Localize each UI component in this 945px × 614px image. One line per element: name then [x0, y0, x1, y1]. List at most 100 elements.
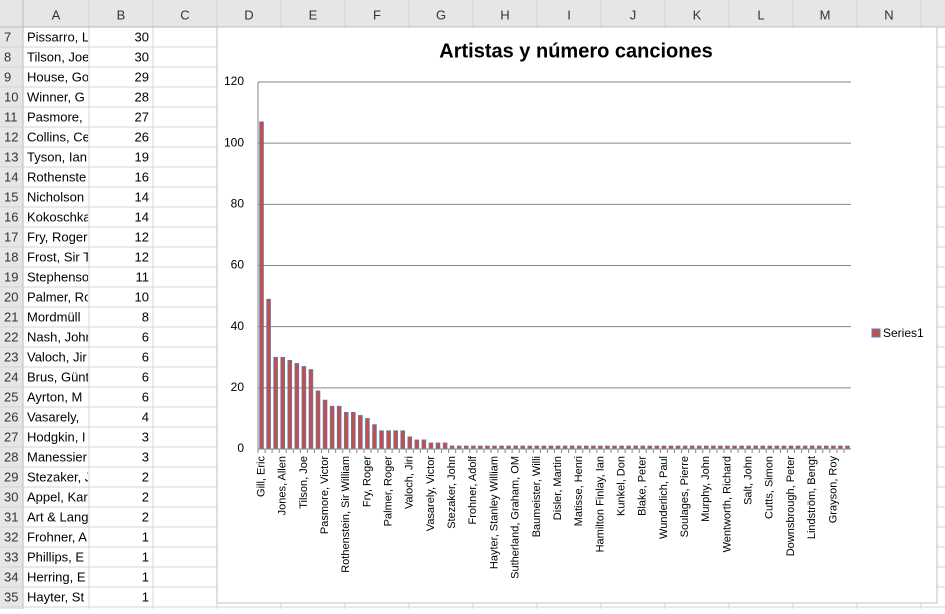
cell-value: 1: [142, 529, 149, 544]
row-header-bar: [0, 0, 23, 609]
bar: [365, 418, 370, 450]
row-header: 7: [4, 29, 11, 44]
row-header: 25: [4, 389, 18, 404]
column-header: D: [244, 7, 253, 22]
cell-value: 1: [142, 549, 149, 564]
x-tick-label: Gill, Eric: [255, 456, 267, 497]
legend-swatch: [871, 328, 881, 338]
cell-name: Pasmore,: [27, 109, 83, 124]
row-header: 29: [4, 469, 18, 484]
cell-name: Ayrton, M: [27, 389, 82, 404]
cell-name: Collins, Ce: [27, 129, 90, 144]
cell-name: Art & Lang: [27, 509, 88, 524]
bar: [428, 442, 434, 450]
cell-name: Palmer, Ro: [27, 289, 91, 304]
cell-value: 8: [142, 309, 149, 324]
row-header: 11: [4, 109, 18, 124]
column-header: M: [820, 7, 831, 22]
row-header: 32: [4, 529, 18, 544]
column-header: N: [884, 7, 893, 22]
cell-name: Brus, Günt: [27, 369, 90, 384]
cell-value: 30: [135, 49, 149, 64]
bar: [400, 430, 405, 450]
cell-name: House, Go: [27, 69, 89, 84]
bar: [407, 436, 413, 450]
bar: [273, 356, 278, 450]
x-tick-label: Stezaker, John: [446, 456, 458, 529]
cell-value: 16: [135, 169, 149, 184]
x-tick-label: Sutherland, Graham, OM: [510, 456, 522, 579]
x-tick-label: Fry, Roger: [361, 456, 373, 507]
cell-name: Frohner, A: [27, 529, 87, 544]
column-header: C: [180, 7, 189, 22]
row-header: 30: [4, 489, 18, 504]
cell-name: Pissarro, L: [27, 29, 89, 44]
cell-name: Appel, Kar: [27, 489, 88, 504]
bar: [442, 442, 448, 450]
row-header: 27: [4, 429, 18, 444]
y-tick-label: 0: [237, 441, 244, 455]
cell-name: Herring, E: [27, 569, 86, 584]
x-tick-label: Disler, Martin: [552, 456, 564, 520]
x-tick-label: Hamilton Finlay, Ian: [594, 456, 606, 552]
cell-value: 14: [135, 189, 149, 204]
bar: [322, 399, 328, 450]
row-header: 21: [4, 309, 18, 324]
x-tick-label: Palmer, Roger: [383, 456, 395, 527]
column-header: J: [630, 7, 637, 22]
x-tick-label: Soulages, Pierre: [679, 456, 691, 537]
bar: [329, 405, 335, 450]
x-tick-label: Lindström, Bengt: [806, 456, 818, 539]
y-tick-label: 60: [231, 258, 245, 272]
row-header: 20: [4, 289, 18, 304]
bar: [336, 405, 342, 450]
cell-name: Frost, Sir T: [27, 249, 91, 264]
x-tick-label: Wunderlich, Paul: [658, 456, 670, 539]
x-tick-label: Murphy, John: [700, 456, 712, 522]
cell-value: 12: [135, 229, 149, 244]
cell-value: 1: [142, 569, 149, 584]
row-header: 17: [4, 229, 18, 244]
column-header: I: [567, 7, 571, 22]
y-tick-label: 80: [231, 197, 245, 211]
row-header: 13: [4, 149, 18, 164]
cell-name: Valoch, Jir: [27, 349, 87, 364]
row-header: 31: [4, 509, 18, 524]
legend-label: Series1: [883, 326, 924, 340]
cell-value: 26: [135, 129, 149, 144]
bar: [259, 121, 264, 450]
x-tick-label: Kunkel, Don: [615, 456, 627, 516]
bar: [287, 360, 293, 450]
x-tick-label: Wentworth, Richard: [721, 456, 733, 552]
bar: [294, 363, 300, 450]
cell-value: 6: [142, 389, 149, 404]
cell-name: Stezaker, J: [27, 469, 91, 484]
bar: [315, 390, 321, 450]
column-header: H: [500, 7, 509, 22]
cell-value: 2: [142, 469, 149, 484]
cell-value: 4: [142, 409, 149, 424]
column-header: L: [757, 7, 764, 22]
y-tick-label: 120: [224, 74, 244, 88]
cell-value: 3: [142, 429, 149, 444]
x-tick-label: Grayson, Roy: [827, 456, 839, 524]
bar: [280, 356, 285, 450]
y-tick-label: 20: [231, 380, 245, 394]
x-tick-label: Jones, Allen: [277, 456, 289, 515]
x-tick-label: Salt, John: [743, 456, 755, 505]
x-tick-label: Rothenstein, Sir William: [340, 456, 352, 573]
cell-name: Tilson, Joe: [27, 49, 89, 64]
cell-name: Vasarely,: [27, 409, 79, 424]
cell-value: 6: [142, 329, 149, 344]
column-header: G: [436, 7, 446, 22]
x-tick-label: Tilson, Joe: [298, 456, 310, 509]
bar: [308, 369, 314, 450]
cell-value: 10: [135, 289, 149, 304]
x-tick-label: Matisse, Henri: [573, 456, 585, 526]
row-header: 8: [4, 49, 11, 64]
bar: [343, 411, 349, 450]
row-header: 14: [4, 169, 18, 184]
cell-value: 3: [142, 449, 149, 464]
cell-name: Nash, John: [27, 329, 93, 344]
cell-name: Mordmüll: [27, 309, 81, 324]
